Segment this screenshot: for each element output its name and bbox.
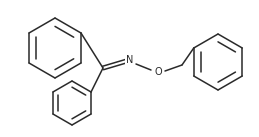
Text: N: N bbox=[126, 55, 134, 65]
Text: O: O bbox=[154, 67, 162, 77]
